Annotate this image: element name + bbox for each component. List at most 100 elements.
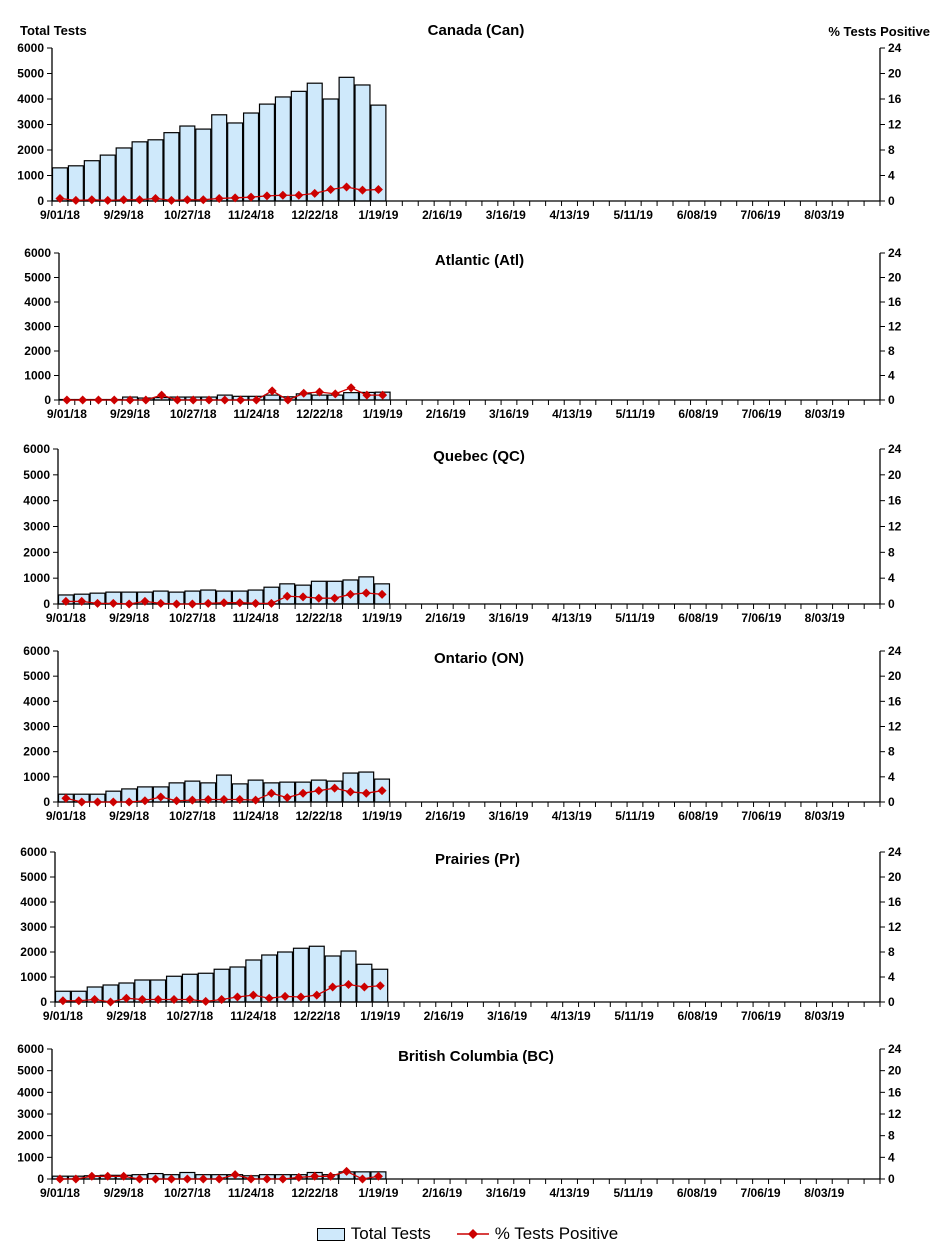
x-tick-label: 1/19/19	[362, 809, 402, 823]
point-pct-positive	[137, 995, 147, 1004]
x-tick-label: 11/24/18	[233, 407, 279, 421]
y-tick-label-left: 1000	[20, 970, 47, 984]
x-tick-label: 7/06/19	[741, 809, 781, 823]
x-tick-label: 12/22/18	[295, 611, 342, 625]
y-tick-label-right: 0	[888, 194, 895, 208]
y-tick-label-left: 2000	[17, 1129, 44, 1143]
point-pct-positive	[230, 193, 240, 203]
y-tick-label-left: 5000	[23, 669, 50, 683]
y-tick-label-left: 4000	[20, 895, 47, 909]
point-pct-positive	[172, 395, 182, 405]
point-pct-positive	[362, 390, 372, 400]
point-pct-positive	[172, 796, 182, 806]
bar-total-tests	[324, 955, 341, 1003]
chart-panel-1: Atlantic (Atl) 0 1000 2000 3000 4000 5000 6000 0…	[24, 246, 901, 421]
point-pct-positive	[330, 593, 340, 603]
x-tick-label: 2/16/19	[424, 1009, 464, 1023]
point-pct-positive	[135, 195, 145, 205]
y-tick-label-right: 16	[888, 494, 902, 508]
point-pct-positive	[103, 195, 113, 205]
point-pct-positive	[87, 1171, 97, 1181]
x-tick-label: 3/16/19	[486, 1186, 526, 1200]
y-tick-label-right: 16	[888, 895, 902, 909]
x-tick-label: 11/24/18	[228, 1186, 274, 1200]
point-pct-positive	[93, 395, 103, 405]
point-pct-positive	[156, 598, 166, 608]
y-tick-label-left: 5000	[20, 870, 47, 884]
point-pct-positive	[141, 395, 151, 405]
point-pct-positive	[326, 1171, 336, 1181]
y-tick-label-left: 6000	[23, 442, 50, 456]
x-tick-label: 5/11/19	[615, 809, 655, 823]
point-pct-positive	[266, 788, 276, 798]
point-pct-positive	[108, 598, 118, 608]
bar-total-tests	[242, 112, 260, 202]
legend-line-diamond-icon	[456, 1229, 489, 1239]
y-tick-label-right: 8	[888, 545, 895, 559]
y-tick-label-right: 12	[888, 118, 902, 132]
y-tick-label-right: 20	[888, 271, 902, 285]
chart-title: Atlantic (Atl)	[435, 252, 524, 269]
x-tick-label: 7/06/19	[741, 611, 781, 625]
y-tick-label-right: 20	[888, 669, 902, 683]
point-pct-positive	[77, 797, 87, 807]
point-pct-positive	[166, 195, 176, 205]
x-tick-label: 3/16/19	[487, 1009, 527, 1023]
y-tick-label-left: 4000	[23, 494, 50, 508]
x-tick-label: 8/03/19	[805, 809, 845, 823]
chart-title: Prairies (Pr)	[435, 851, 520, 868]
point-pct-positive	[262, 191, 272, 201]
x-tick-label: 6/08/19	[677, 1186, 717, 1200]
point-pct-positive	[310, 1171, 320, 1181]
point-pct-positive	[188, 395, 198, 405]
y-tick-label-left: 2000	[17, 143, 44, 157]
y-tick-label-left: 3000	[17, 118, 44, 132]
point-pct-positive	[298, 788, 308, 798]
y-tick-label-left: 2000	[20, 945, 47, 959]
point-pct-positive	[55, 1174, 65, 1184]
x-tick-label: 7/06/19	[741, 208, 781, 222]
point-pct-positive	[214, 193, 224, 203]
x-tick-label: 2/16/19	[425, 809, 465, 823]
bar-total-tests	[83, 160, 100, 202]
point-pct-positive	[232, 992, 242, 1002]
point-pct-positive	[198, 195, 208, 205]
point-pct-positive	[219, 598, 229, 608]
y-tick-label-right: 20	[888, 67, 902, 81]
y-tick-label-left: 3000	[23, 520, 50, 534]
point-pct-positive	[203, 794, 213, 804]
bar-total-tests	[264, 394, 281, 401]
x-tick-label: 4/13/19	[552, 809, 592, 823]
y-tick-label-left: 1000	[17, 169, 44, 183]
y-tick-label-left: 4000	[24, 295, 51, 309]
point-pct-positive	[283, 395, 293, 405]
y-tick-label-right: 0	[888, 795, 895, 809]
x-tick-label: 3/16/19	[488, 809, 528, 823]
y-tick-label-left: 5000	[24, 271, 51, 285]
x-tick-label: 8/03/19	[804, 1186, 844, 1200]
x-tick-label: 5/11/19	[614, 1186, 654, 1200]
chart-panel-3: Ontario (ON) 0 1000 2000 3000 4000 5000 6000 0 4 8…	[23, 644, 901, 823]
y-tick-label-left: 4000	[17, 1085, 44, 1099]
point-pct-positive	[267, 386, 277, 396]
chart-title: Ontario (ON)	[434, 650, 524, 667]
x-tick-label: 10/27/18	[170, 407, 217, 421]
legend-bar-swatch	[316, 1227, 345, 1241]
point-pct-positive	[377, 786, 387, 796]
x-tick-label: 7/06/19	[741, 1009, 781, 1023]
x-tick-label: 4/13/19	[549, 208, 589, 222]
y-tick-label-left: 6000	[23, 644, 50, 658]
point-pct-positive	[330, 389, 340, 399]
point-pct-positive	[125, 395, 135, 405]
point-pct-positive	[294, 1172, 304, 1182]
point-pct-positive	[280, 991, 290, 1001]
y-tick-label-left: 3000	[20, 920, 47, 934]
bar-total-tests	[343, 392, 360, 401]
bar-total-tests	[211, 114, 228, 202]
chart-panel-0: Canada (Can) Total Tests % Tests Positive 0…	[17, 22, 930, 222]
y-tick-label-left: 6000	[17, 1042, 44, 1056]
point-pct-positive	[278, 190, 288, 200]
bar-total-tests	[258, 103, 276, 202]
x-tick-label: 2/16/19	[425, 611, 465, 625]
